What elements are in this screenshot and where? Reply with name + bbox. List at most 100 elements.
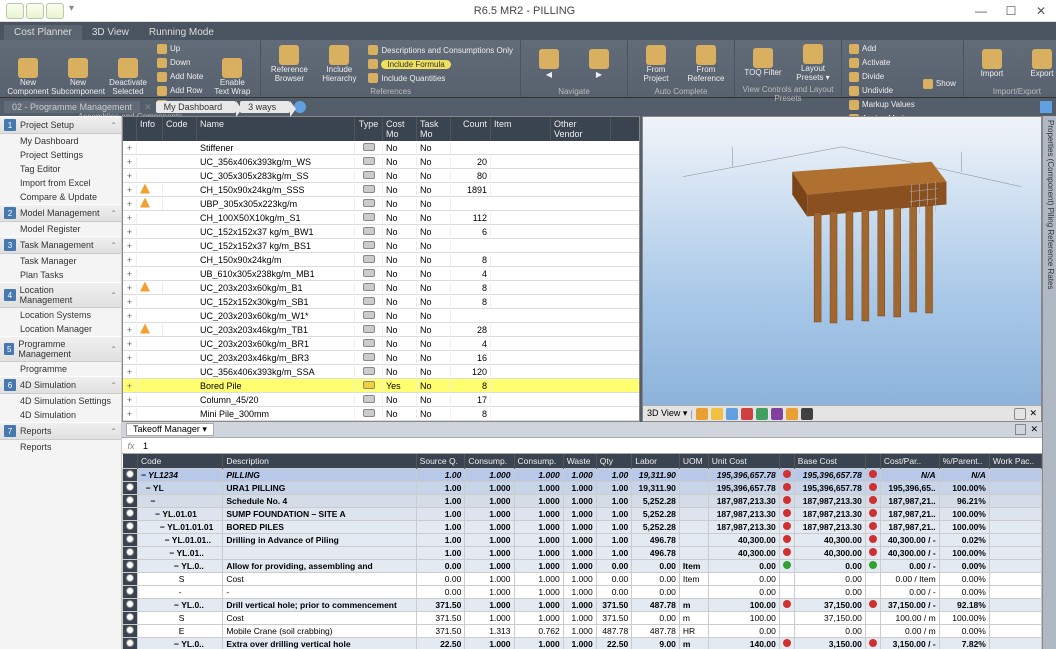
- takeoff-row[interactable]: +UC_203x203x60kg/m_W1*NoNo: [123, 309, 639, 323]
- grid-col-header[interactable]: UOM: [679, 454, 708, 469]
- grid-col-header[interactable]: Waste: [563, 454, 596, 469]
- nav-item[interactable]: Compare & Update: [0, 190, 121, 204]
- cost-grid[interactable]: CodeDescriptionSource Q.Consump.Consump.…: [122, 454, 1042, 649]
- ribbon-button[interactable]: DeactivateSelected: [104, 56, 152, 98]
- grid-col-header[interactable]: Cost/Par..: [880, 454, 939, 469]
- qat-more[interactable]: ▾: [66, 3, 77, 19]
- nav-item[interactable]: Tag Editor: [0, 162, 121, 176]
- ribbon-button[interactable]: LayoutPresets ▾: [789, 42, 837, 84]
- nav-item[interactable]: Model Register: [0, 222, 121, 236]
- 3d-tool-icon[interactable]: [771, 408, 783, 420]
- 3d-tool-icon[interactable]: [696, 408, 708, 420]
- takeoff-row[interactable]: +UC_152x152x30kg/m_SB1NoNo8: [123, 295, 639, 309]
- grid-row[interactable]: SCost371.501.0001.0001.000371.500.00m100…: [123, 612, 1042, 625]
- 3d-view-label[interactable]: 3D View ▾: [647, 408, 687, 419]
- grid-col-header[interactable]: Work Pac..: [989, 454, 1041, 469]
- ribbon-small-button[interactable]: Descriptions and Consumptions Only: [365, 44, 516, 57]
- takeoff-row[interactable]: +UC_203x203x60kg/m_B1NoNo8: [123, 281, 639, 295]
- takeoff-col-header[interactable]: Cost Mo: [383, 117, 417, 141]
- ribbon-button[interactable]: TOQ Filter: [739, 42, 787, 84]
- lower-close-icon[interactable]: ✕: [1030, 424, 1038, 435]
- lower-max-icon[interactable]: [1015, 424, 1026, 435]
- 3d-viewport[interactable]: 3D View ▾ | ✕: [642, 116, 1042, 422]
- ribbon-button[interactable]: FromProject: [632, 43, 680, 85]
- takeoff-row[interactable]: +Bored PileYesNo8: [123, 379, 639, 393]
- 3d-tool-icon[interactable]: [741, 408, 753, 420]
- nav-section-head[interactable]: 1Project Setup⌃: [0, 116, 121, 134]
- nav-item[interactable]: Location Systems: [0, 308, 121, 322]
- takeoff-col-header[interactable]: Item: [491, 117, 551, 141]
- grid-col-header[interactable]: Source Q.: [416, 454, 465, 469]
- close-button[interactable]: ✕: [1026, 0, 1056, 22]
- grid-row[interactable]: − YL.0..Drill vertical hole; prior to co…: [123, 599, 1042, 612]
- 3d-close-icon[interactable]: ✕: [1029, 408, 1037, 419]
- lower-tab[interactable]: Takeoff Manager ▾: [126, 423, 214, 436]
- minimize-button[interactable]: —: [966, 0, 996, 22]
- takeoff-row[interactable]: +UC_305x305x283kg/m_SSNoNo80: [123, 169, 639, 183]
- ribbon-small-button[interactable]: Include Formula: [365, 58, 516, 71]
- takeoff-col-header[interactable]: Task Mo: [417, 117, 451, 141]
- takeoff-row[interactable]: +UC_356x406x393kg/m_SSANoNo120: [123, 365, 639, 379]
- nav-item[interactable]: Plan Tasks: [0, 268, 121, 282]
- grid-col-header[interactable]: Consump.: [514, 454, 563, 469]
- nav-section-head[interactable]: 7Reports⌃: [0, 422, 121, 440]
- ribbon-button[interactable]: Export: [1018, 43, 1056, 85]
- grid-col-header[interactable]: Qty: [596, 454, 631, 469]
- takeoff-row[interactable]: +CH_100X50X10kg/m_S1NoNo112: [123, 211, 639, 225]
- nav-section-head[interactable]: 64D Simulation⌃: [0, 376, 121, 394]
- ribbon-button[interactable]: ▶: [575, 43, 623, 85]
- takeoff-col-header[interactable]: Type: [355, 117, 383, 141]
- grid-row[interactable]: − YL.0..Allow for providing, assembling …: [123, 560, 1042, 573]
- grid-col-header[interactable]: Labor: [632, 454, 680, 469]
- takeoff-row[interactable]: +Mini Pile_300mmNoNo8: [123, 407, 639, 421]
- ribbon-small-button[interactable]: Up: [154, 42, 206, 55]
- grid-col-header[interactable]: %/Parent..: [939, 454, 989, 469]
- crumb-0[interactable]: 02 - Programme Management: [4, 101, 140, 113]
- ribbon-small-button[interactable]: Include Quantities: [365, 72, 516, 85]
- ribbon-small-button[interactable]: Undivide: [846, 84, 918, 97]
- ribbon-button[interactable]: NewSubcomponent: [54, 56, 102, 98]
- nav-item[interactable]: My Dashboard: [0, 134, 121, 148]
- 3d-tool-icon[interactable]: [801, 408, 813, 420]
- takeoff-row[interactable]: +UBP_305x305x223kg/mNoNo: [123, 197, 639, 211]
- grid-col-header[interactable]: [123, 454, 138, 469]
- nav-item[interactable]: Location Manager: [0, 322, 121, 336]
- takeoff-row[interactable]: +UC_356x406x393kg/m_WSNoNo20: [123, 155, 639, 169]
- crumb-1[interactable]: My Dashboard: [156, 101, 237, 113]
- grid-col-header[interactable]: [865, 454, 880, 469]
- ribbon-small-button[interactable]: Divide: [846, 70, 918, 83]
- takeoff-col-header[interactable]: Info: [137, 117, 163, 141]
- takeoff-row[interactable]: +UC_203x203x46kg/m_TB1NoNo28: [123, 323, 639, 337]
- takeoff-row[interactable]: +CH_150x90x24kg/mNoNo8: [123, 253, 639, 267]
- 3d-max-icon[interactable]: [1014, 408, 1026, 420]
- grid-row[interactable]: − Schedule No. 41.001.0001.0001.0001.005…: [123, 495, 1042, 508]
- ribbon-button[interactable]: FromReference: [682, 43, 730, 85]
- ribbon-button[interactable]: EnableText Wrap: [208, 56, 256, 98]
- ribbon-small-button[interactable]: Add Row: [154, 84, 206, 97]
- takeoff-col-header[interactable]: Code: [163, 117, 197, 141]
- grid-row[interactable]: − YL.01.01SUMP FOUNDATION – SITE A1.001.…: [123, 508, 1042, 521]
- nav-item[interactable]: 4D Simulation: [0, 408, 121, 422]
- takeoff-body[interactable]: +StiffenerNoNo+UC_356x406x393kg/m_WSNoNo…: [123, 141, 639, 421]
- grid-row[interactable]: − YLURA1 PILLING1.001.0001.0001.0001.001…: [123, 482, 1042, 495]
- right-dock[interactable]: Properties (Component) Piling Reference …: [1042, 116, 1056, 649]
- takeoff-col-header[interactable]: Count: [451, 117, 491, 141]
- grid-row[interactable]: − YL.0..Extra over drilling vertical hol…: [123, 638, 1042, 649]
- grid-col-header[interactable]: Description: [223, 454, 416, 469]
- nav-section-head[interactable]: 3Task Management⌃: [0, 236, 121, 254]
- ribbon-button[interactable]: ◀: [525, 43, 573, 85]
- grid-col-header[interactable]: Consump.: [465, 454, 514, 469]
- crumb-close[interactable]: ✕: [144, 102, 152, 113]
- nav-section-head[interactable]: 4Location Management⌃: [0, 282, 121, 308]
- ribbon-small-button[interactable]: Add: [846, 42, 918, 55]
- tab-cost-planner[interactable]: Cost Planner: [4, 25, 82, 40]
- nav-item[interactable]: 4D Simulation Settings: [0, 394, 121, 408]
- takeoff-row[interactable]: +CH_150x90x24kg/m_SSSNoNo1891: [123, 183, 639, 197]
- grid-col-header[interactable]: Base Cost: [794, 454, 865, 469]
- grid-col-header[interactable]: [779, 454, 794, 469]
- grid-col-header[interactable]: Unit Cost: [708, 454, 779, 469]
- ribbon-small-button[interactable]: Markup Values: [846, 98, 918, 111]
- nav-item[interactable]: Programme: [0, 362, 121, 376]
- 3d-tool-icon[interactable]: [786, 408, 798, 420]
- crumb-expand-icon[interactable]: [1040, 101, 1052, 113]
